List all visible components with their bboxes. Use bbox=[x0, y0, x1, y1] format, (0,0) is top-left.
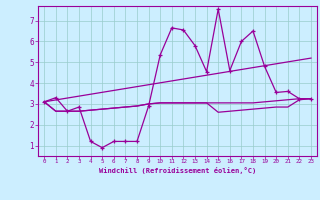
X-axis label: Windchill (Refroidissement éolien,°C): Windchill (Refroidissement éolien,°C) bbox=[99, 167, 256, 174]
